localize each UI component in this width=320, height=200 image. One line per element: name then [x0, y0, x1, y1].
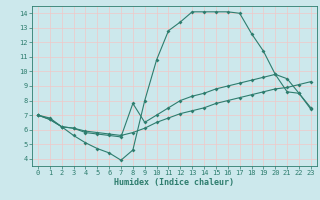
X-axis label: Humidex (Indice chaleur): Humidex (Indice chaleur) [115, 178, 234, 187]
